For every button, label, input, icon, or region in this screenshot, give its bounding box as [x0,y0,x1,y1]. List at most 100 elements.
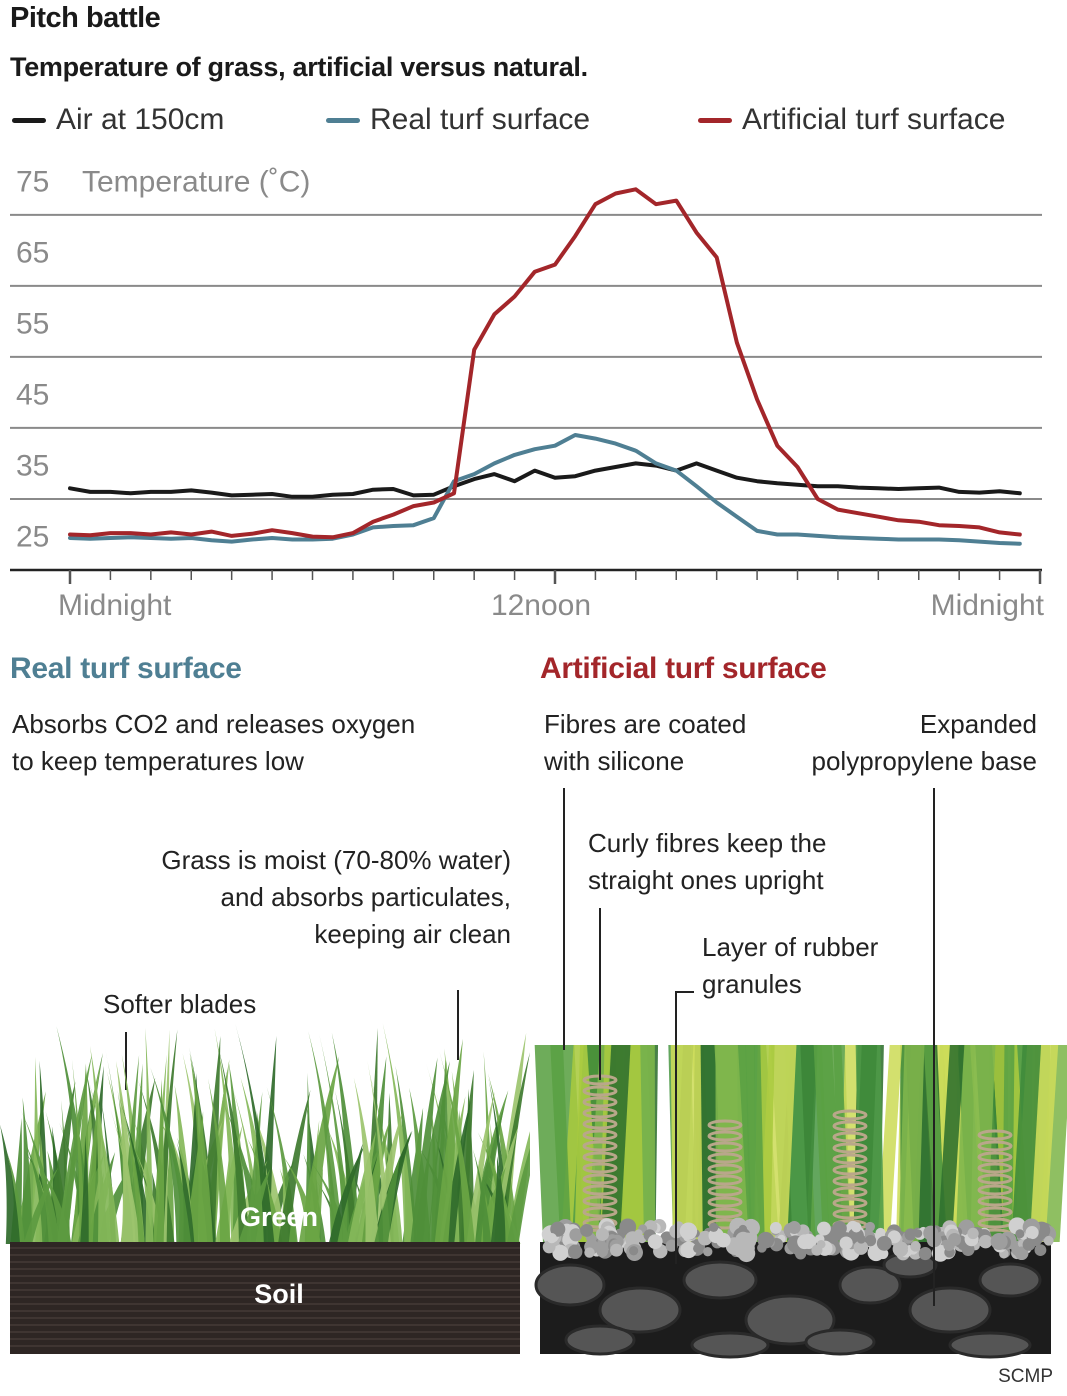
grass-blade [208,1078,231,1244]
rubber-granule [757,1231,775,1249]
curly-fibre-coil [977,1173,1013,1185]
turf-fibre [534,1045,572,1242]
curly-fibre-coil [582,1096,618,1108]
grass-blade [88,1079,120,1244]
soil-label: Soil [254,1279,304,1309]
rubber-granule [853,1240,869,1255]
rubber-granules [541,1217,1057,1263]
turf-fibre [745,1045,765,1242]
y-tick-label: 75 [16,165,49,198]
temperature-line-chart: 75 65 55 45 35 25 Temperature (˚C) Midnight 12no… [10,165,1045,622]
curly-fibre-coil [582,1162,618,1174]
soil-strata [10,1247,520,1347]
rubber-granule [1022,1238,1036,1251]
legend-label-real: Real turf surface [370,103,591,136]
grass-blade [319,1034,352,1244]
y-tick-label: 55 [16,307,49,340]
curly-fibre-coil [582,1129,618,1141]
legend-item-artificial: Artificial turf surface [698,100,1005,140]
series-line-air [68,461,1022,499]
fibres-line-2: with silicone [544,746,685,776]
artificial-turf-illustration [534,788,1067,1359]
grass-blade [490,1156,506,1244]
grass-blade [331,1032,361,1244]
curly-fibre-coil [977,1206,1013,1218]
rubber-granule [961,1243,975,1256]
rubber-line-1: Layer of rubber [702,932,879,962]
turf-fibre [898,1045,925,1242]
base-rock [564,1324,636,1356]
curly-fibre-coil [582,1173,618,1185]
rubber-granule [709,1222,719,1232]
real-turf-title: Real turf surface [10,652,242,685]
rubber-granule [875,1227,886,1238]
curly-fibre-coil [977,1140,1013,1152]
grass-blade [80,1135,89,1244]
grass-blade [412,1061,450,1244]
turf-fibre [1011,1045,1042,1242]
rubber-granule [967,1227,979,1240]
legend-item-air: Air at 150cm [12,100,224,140]
base-rock [978,1262,1042,1298]
source-credit: SCMP [998,1366,1053,1387]
legend-swatch-air [12,117,46,123]
rubber-granule [679,1222,698,1240]
rubber-granule [990,1232,1008,1251]
grass-blade [114,1083,153,1244]
curly-fibre-coil [977,1151,1013,1163]
base-rock [534,1263,606,1307]
rubber-granule [851,1222,862,1233]
rubber-granules-note: Layer of rubber granules [702,929,878,1003]
moist-line-1: Grass is moist (70-80% water) [161,845,511,875]
rubber-granule [693,1243,703,1254]
rubber-granule [567,1244,583,1259]
turf-fibre [937,1045,965,1242]
rubber-granule [1025,1226,1039,1240]
x-tick-label: Midnight [58,589,172,622]
curly-fibre-coil [707,1174,743,1186]
rubber-granule [816,1221,831,1236]
curly-fibre-coil [707,1130,743,1142]
grass-blade [90,1046,111,1244]
rubber-granule [931,1244,949,1262]
rubber-granule [596,1245,609,1258]
grass-blade [374,1155,401,1244]
curly-fibre-coil [832,1120,868,1132]
curly-fibre-coil [582,1140,618,1152]
rubber-granule [552,1244,569,1261]
rubber-granule [864,1234,877,1247]
rubber-granule [797,1234,812,1250]
rubber-leader [675,991,694,1264]
grass-blade [488,1073,519,1244]
grass-blade [382,1023,415,1244]
grass-blade [57,1055,92,1244]
real-intro-line-2: to keep temperatures low [12,746,304,776]
grass-blade [237,1169,271,1244]
softer-blades-note: Softer blades [103,989,257,1019]
base-rock [908,1286,992,1334]
curly-fibre-coil [582,1118,618,1130]
curly-fibres-note: Curly fibres keep the straight ones upri… [588,825,826,899]
curly-fibre-coil [582,1184,618,1196]
grass-blade [466,1091,495,1244]
grass-blade [189,1052,214,1244]
green-label: Green [240,1202,318,1232]
curly-fibre-coil [582,1151,618,1163]
rubber-granule [619,1218,637,1236]
rubber-granule [876,1235,892,1251]
rubber-granule [569,1228,583,1242]
grass-blade [434,1038,463,1244]
curly-fibre-coil [707,1152,743,1164]
grass-blade [0,1124,21,1244]
rubber-granule [610,1243,623,1257]
rubber-granule [832,1221,847,1236]
rubber-granule [739,1232,757,1250]
turf-fibre [813,1045,851,1242]
legend-item-real: Real turf surface [326,100,590,140]
legend-swatch-real [326,117,360,123]
curly-fibre-coil [977,1195,1013,1207]
curly-line-1: Curly fibres keep the [588,828,827,858]
rubber-granule [680,1241,697,1259]
turf-fibre [670,1045,703,1242]
curly-fibre-coil [707,1163,743,1175]
